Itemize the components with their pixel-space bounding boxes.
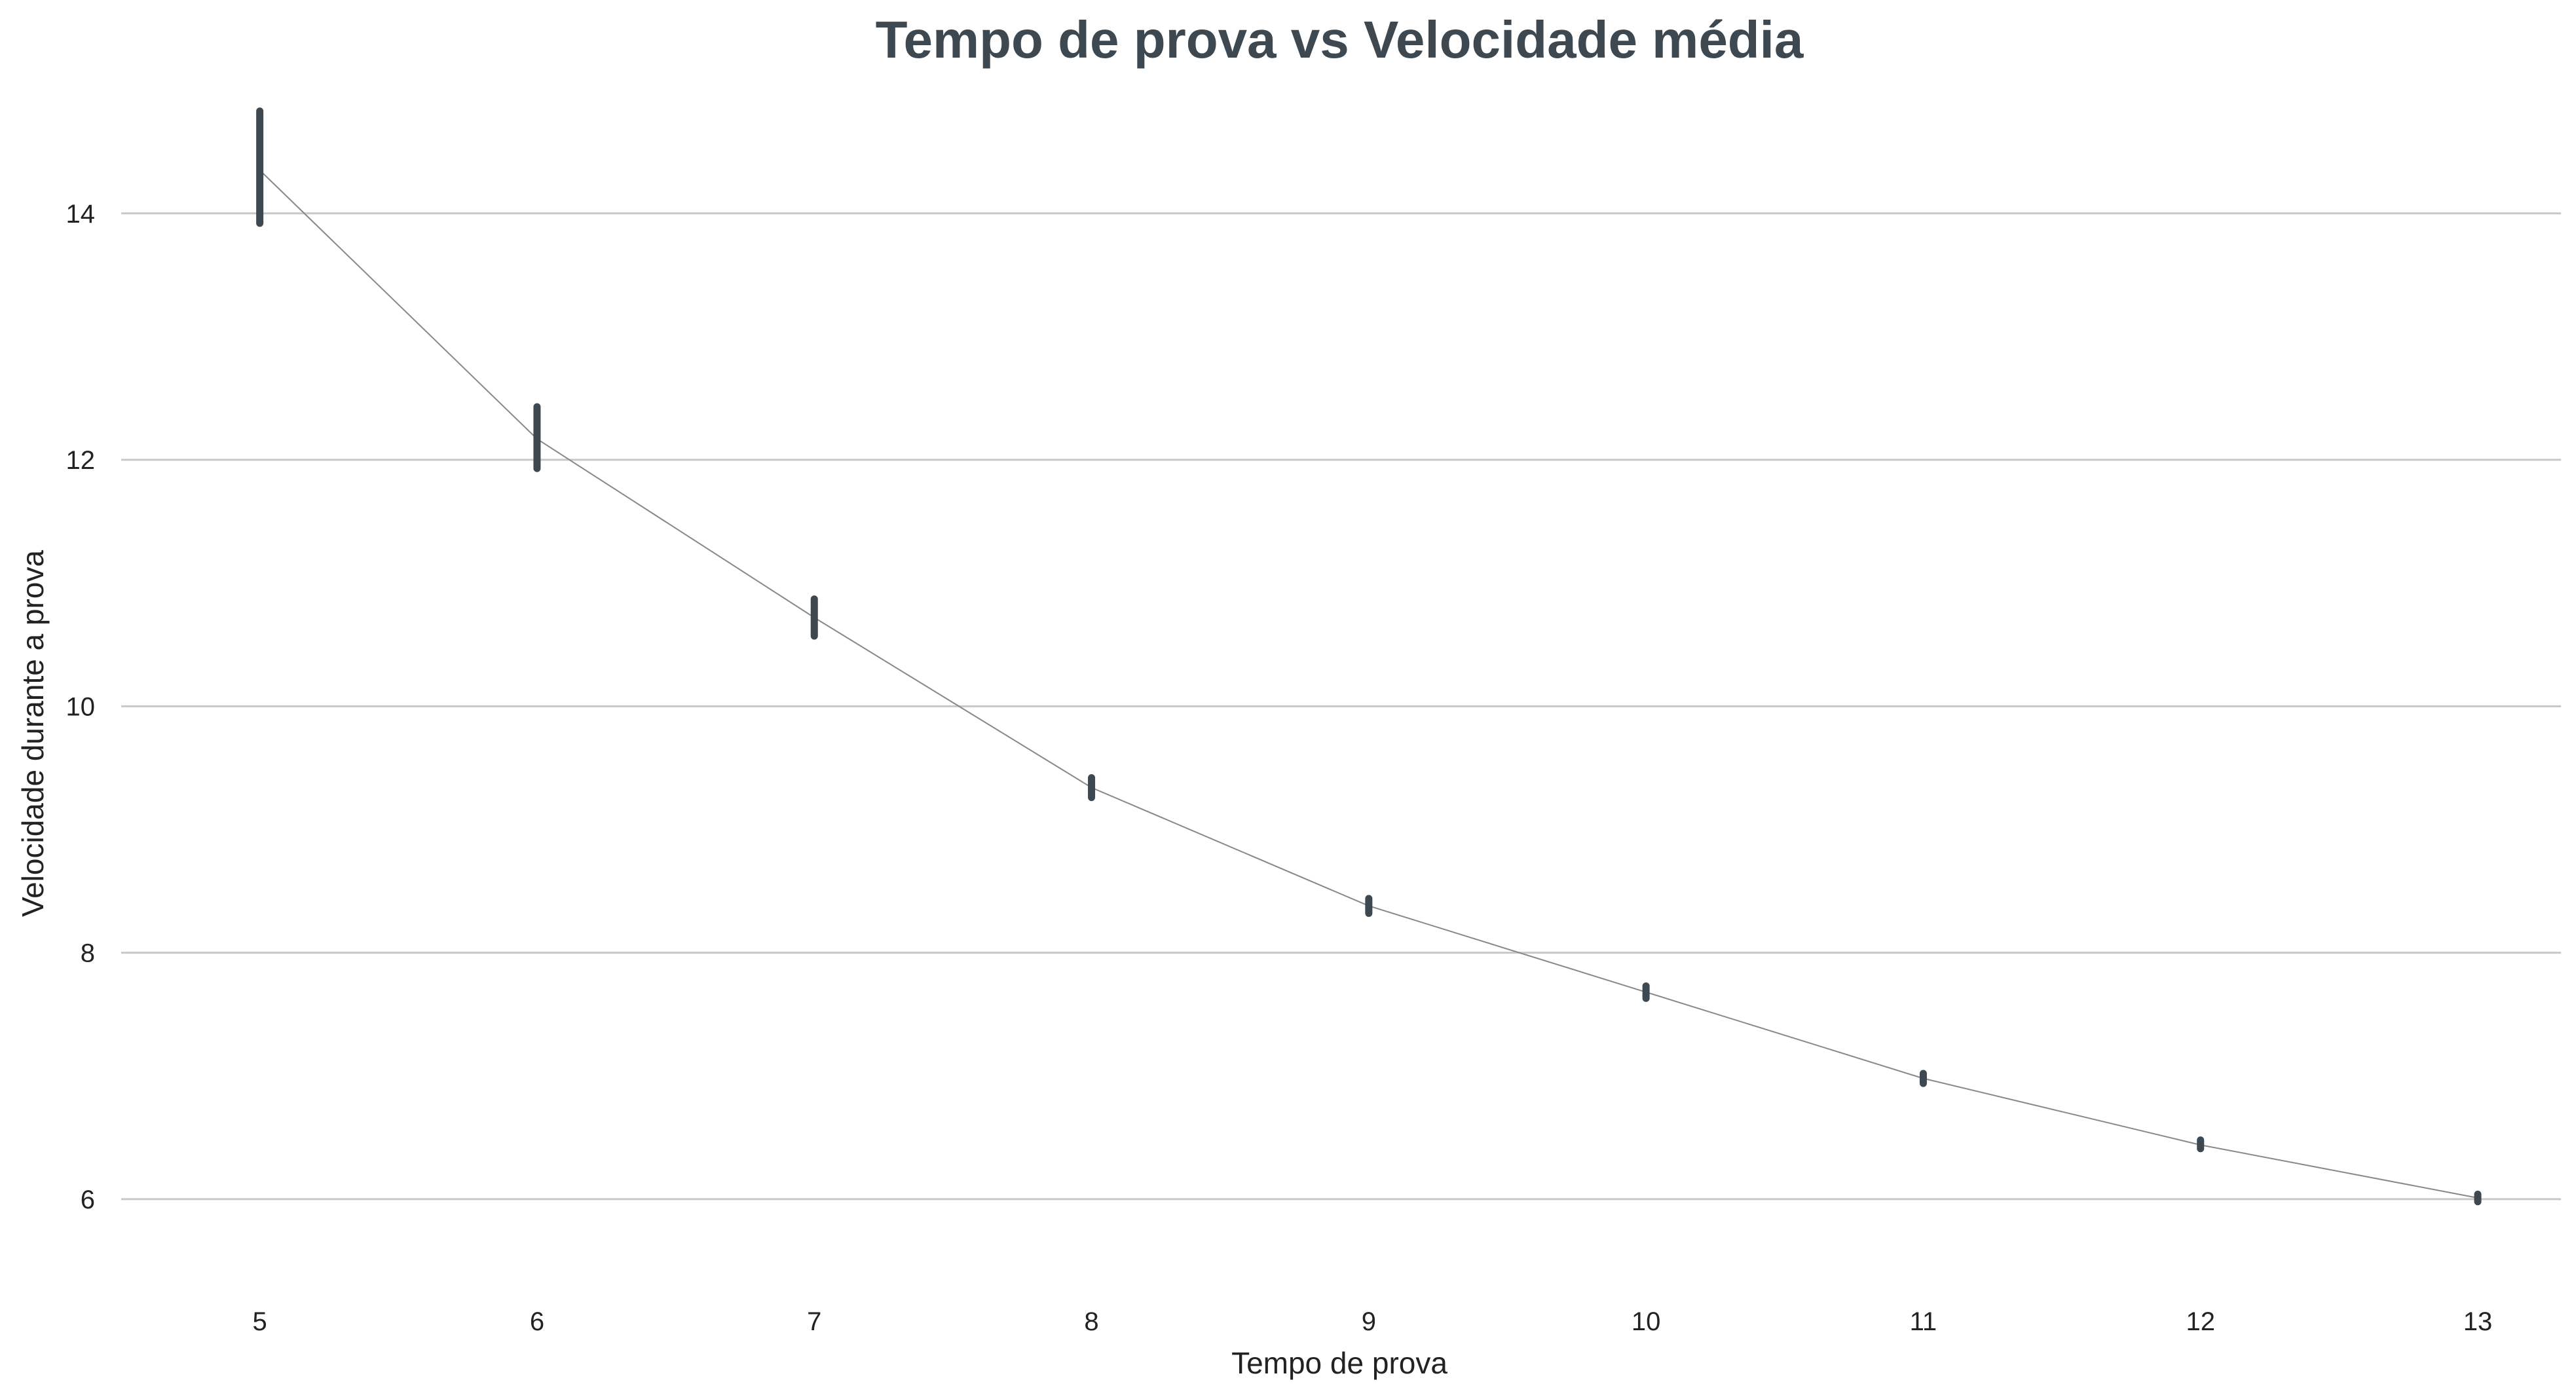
x-tick-label: 9 xyxy=(1362,1307,1376,1336)
x-tick-label: 10 xyxy=(1632,1307,1661,1336)
y-tick-label: 12 xyxy=(66,446,96,475)
x-tick-label: 7 xyxy=(807,1307,821,1336)
x-tick-label: 5 xyxy=(253,1307,267,1336)
x-tick-label: 13 xyxy=(2463,1307,2493,1336)
x-tick-label: 11 xyxy=(1910,1307,1937,1336)
chart-title: Tempo de prova vs Velocidade média xyxy=(876,10,1804,69)
grid-lines xyxy=(121,212,2561,1201)
x-tick-label: 6 xyxy=(530,1307,544,1336)
error-bars xyxy=(256,107,2482,1206)
x-tick-label: 12 xyxy=(2186,1307,2215,1336)
series-line xyxy=(259,170,2478,1199)
x-tick-label: 8 xyxy=(1084,1307,1098,1336)
y-tick-label: 14 xyxy=(66,200,96,229)
x-tick-labels: 5 6 7 8 9 10 11 12 13 xyxy=(253,1307,2493,1336)
y-tick-label: 6 xyxy=(81,1185,95,1214)
y-axis-label: Velocidade durante a prova xyxy=(16,550,50,918)
series-line-path xyxy=(259,170,2478,1199)
y-tick-labels: 6 8 10 12 14 xyxy=(66,200,96,1214)
x-axis-label: Tempo de prova xyxy=(1231,1346,1447,1380)
y-tick-label: 10 xyxy=(66,692,96,721)
y-tick-label: 8 xyxy=(81,939,95,968)
